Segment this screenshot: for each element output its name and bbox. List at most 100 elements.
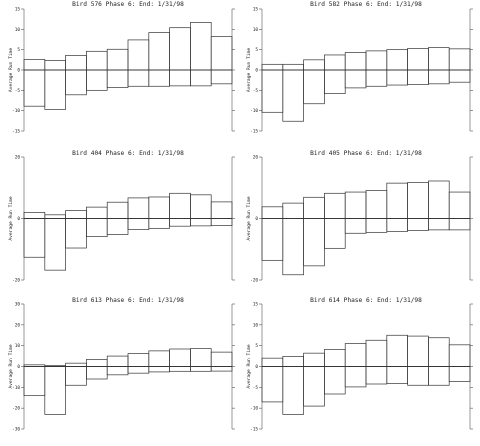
- y-tick-label: -15: [250, 427, 258, 433]
- bar-upper: [428, 47, 450, 71]
- bar-upper: [428, 337, 450, 367]
- bar-upper: [106, 355, 129, 367]
- bar-lower: [303, 69, 325, 105]
- y-tick-label: 5: [17, 47, 20, 53]
- bar-lower: [261, 218, 284, 261]
- bar-lower: [210, 366, 233, 372]
- y-tick-label: 0: [255, 216, 258, 222]
- bar-lower: [407, 218, 429, 231]
- bar-lower: [210, 69, 233, 85]
- y-tick-label: -20: [12, 278, 20, 284]
- bar-lower: [448, 218, 471, 231]
- bar-upper: [44, 60, 66, 71]
- y-tick-label: 10: [253, 322, 259, 328]
- y-tick-label: -20: [250, 278, 258, 284]
- bar-lower: [365, 366, 388, 385]
- bar-upper: [448, 191, 471, 219]
- bar-lower: [428, 218, 450, 231]
- y-tick-label: 20: [15, 155, 21, 161]
- y-tick-label: 10: [15, 27, 21, 33]
- bar-upper: [86, 206, 108, 219]
- bar-lower: [210, 218, 233, 226]
- y-axis-label: Average Run Time: [246, 344, 252, 388]
- bar-lower: [386, 69, 408, 86]
- y-tick-label: -10: [12, 385, 20, 391]
- bar-upper: [86, 50, 108, 71]
- y-axis-label: Average Run Time: [246, 196, 252, 240]
- bar-lower: [365, 218, 388, 233]
- bar-lower: [190, 366, 212, 372]
- bar-upper: [365, 50, 388, 71]
- y-tick-label: 10: [253, 27, 259, 33]
- bar-lower: [190, 69, 212, 87]
- bar-upper: [65, 55, 87, 71]
- bar-upper: [210, 351, 233, 367]
- y-tick-label: 20: [15, 322, 21, 328]
- bar-upper: [344, 343, 367, 367]
- bar-upper: [106, 201, 129, 219]
- bar-lower: [86, 366, 108, 380]
- bar-lower: [106, 218, 129, 235]
- bar-upper: [407, 48, 429, 71]
- y-tick-label: 0: [17, 364, 20, 370]
- bar-upper: [448, 48, 471, 71]
- bar-lower: [448, 366, 471, 382]
- y-tick-label: 15: [15, 7, 21, 13]
- bar-lower: [23, 69, 46, 107]
- y-tick-label: -10: [12, 108, 20, 114]
- bar-upper: [210, 36, 233, 71]
- chart-panel-4: Bird 405 Phase 6: End: 1/31/98 -20 0 20 Aver…: [246, 150, 473, 284]
- bar-lower: [44, 366, 66, 415]
- chart-title: Bird 404 Phase 6: End: 1/31/98: [72, 150, 184, 157]
- bar-lower: [407, 366, 429, 386]
- y-axis-label: Average Run Time: [8, 344, 14, 388]
- bar-lower: [344, 69, 367, 89]
- bar-lower: [127, 69, 150, 87]
- y-tick-label: 5: [255, 47, 258, 53]
- y-tick-label: 0: [17, 68, 20, 74]
- bar-upper: [86, 359, 108, 367]
- bar-lower: [324, 69, 346, 94]
- bar-lower: [65, 69, 87, 96]
- chart-title: Bird 576 Phase 6: End: 1/31/98: [72, 1, 184, 8]
- y-tick-label: -10: [250, 406, 258, 412]
- bar-lower: [148, 366, 170, 373]
- bar-lower: [148, 218, 170, 229]
- y-axis-label: Average Run Time: [246, 48, 252, 92]
- bar-lower: [324, 366, 346, 395]
- bar-upper: [448, 344, 471, 367]
- y-tick-label: -5: [253, 385, 259, 391]
- bar-upper: [303, 352, 325, 367]
- bar-upper: [365, 339, 388, 367]
- bar-lower: [106, 366, 129, 376]
- bar-lower: [169, 366, 191, 372]
- bar-upper: [23, 212, 46, 219]
- bar-lower: [303, 366, 325, 407]
- bar-upper: [365, 190, 388, 219]
- bar-lower: [65, 366, 87, 386]
- bar-upper: [282, 202, 304, 219]
- y-tick-label: 15: [253, 7, 259, 13]
- bar-lower: [448, 69, 471, 83]
- bar-lower: [23, 366, 46, 397]
- chart-panel-2: Bird 582 Phase 6: End: 1/31/98 -15 -10 -5 0 5…: [246, 1, 473, 135]
- chart-title: Bird 614 Phase 6: End: 1/31/98: [310, 297, 422, 304]
- y-tick-label: -15: [250, 129, 258, 135]
- bar-lower: [386, 366, 408, 384]
- bar-lower: [127, 218, 150, 230]
- bar-lower: [44, 218, 66, 271]
- bar-upper: [324, 54, 346, 71]
- bar-upper: [386, 49, 408, 71]
- bar-upper: [386, 334, 408, 367]
- bar-lower: [261, 366, 284, 403]
- bar-upper: [190, 348, 212, 367]
- y-tick-label: 5: [255, 343, 258, 349]
- bar-upper: [65, 362, 87, 367]
- bar-lower: [65, 218, 87, 249]
- y-tick-label: -30: [12, 427, 20, 433]
- bar-lower: [282, 218, 304, 276]
- bar-upper: [44, 214, 66, 219]
- bar-upper: [169, 192, 191, 219]
- y-tick-label: 10: [15, 343, 21, 349]
